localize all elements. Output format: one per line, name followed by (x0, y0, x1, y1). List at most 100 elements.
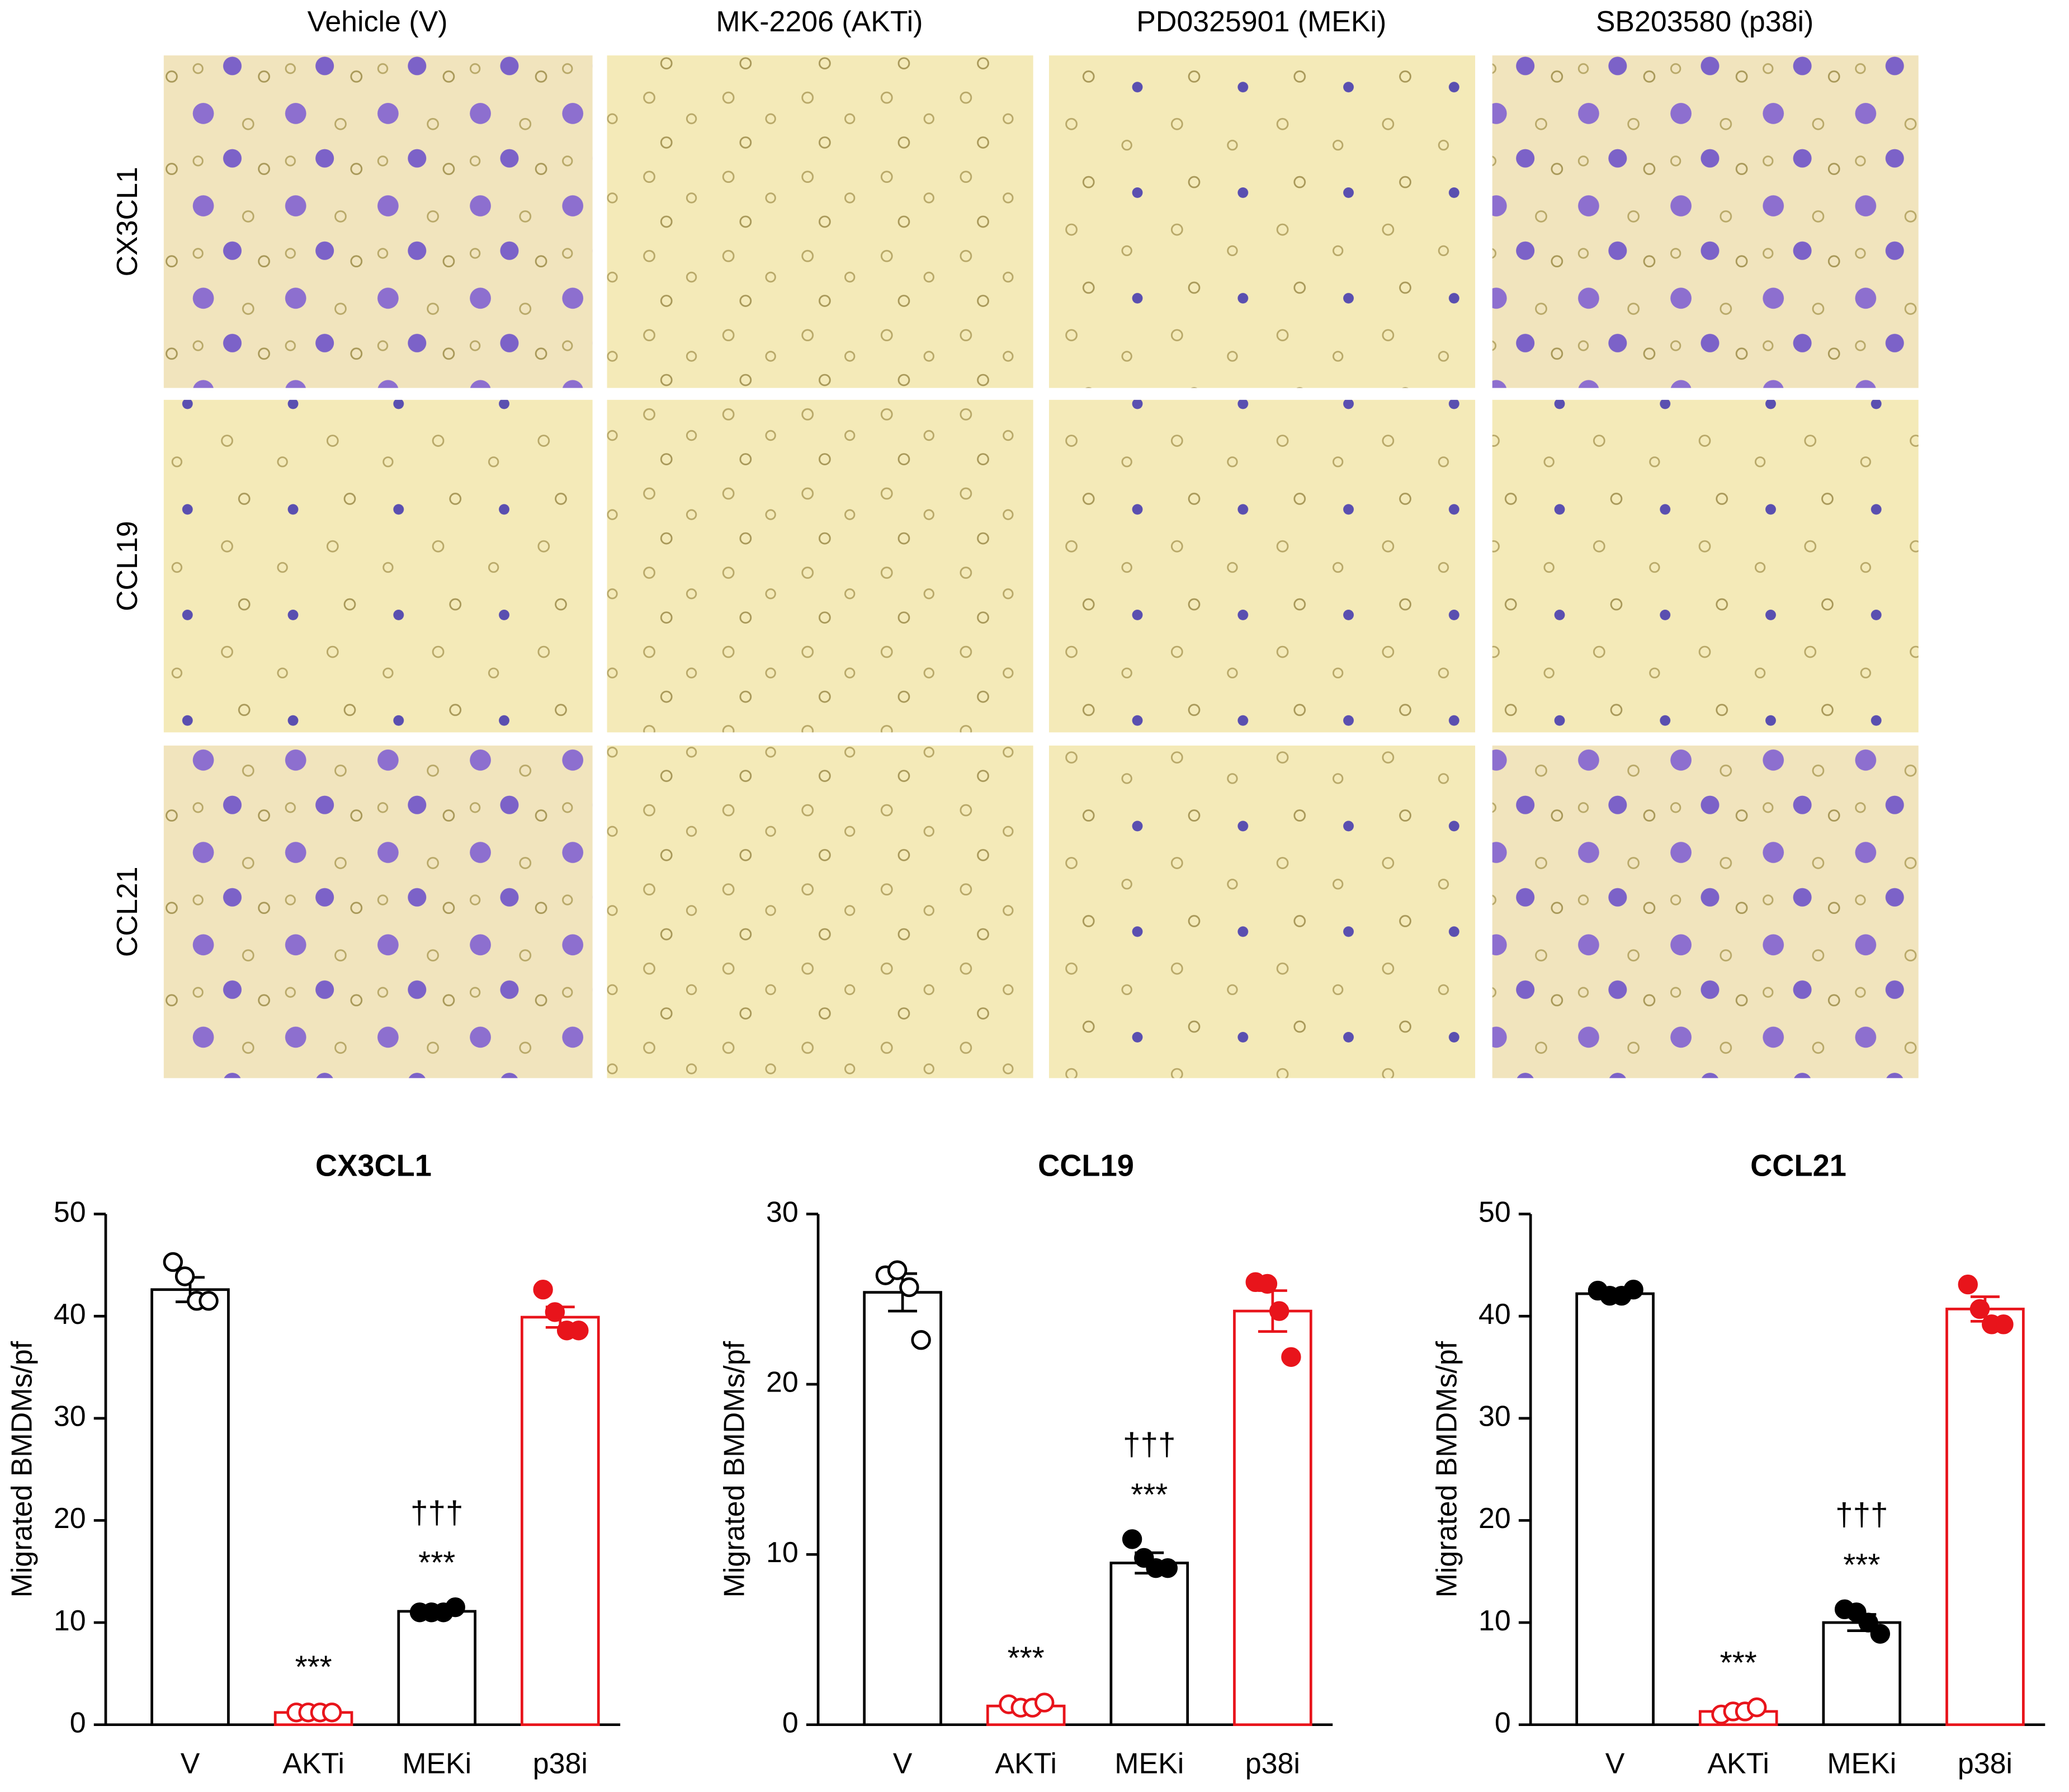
x-tick-label: MEKi (1114, 1747, 1184, 1780)
bar (1575, 1292, 1655, 1727)
micrograph (607, 399, 1033, 733)
micrograph (163, 746, 593, 1078)
data-point (533, 1280, 553, 1300)
data-point (911, 1330, 931, 1350)
data-point (1969, 1299, 1990, 1319)
data-point (1994, 1314, 2014, 1334)
chart-title: CCL19 (1038, 1149, 1134, 1182)
bar (1945, 1308, 2025, 1727)
data-point (1257, 1274, 1278, 1294)
significance-label: *** (1131, 1477, 1168, 1512)
significance-label: *** (295, 1649, 332, 1684)
column-label: SB203580 (p38i) (1596, 5, 1813, 37)
y-tick-label: 10 (1478, 1604, 1511, 1637)
significance-label: *** (418, 1545, 455, 1580)
y-axis-label: Migrated BMDMs/pf (1430, 1341, 1463, 1597)
bar (150, 1288, 230, 1727)
micrograph (1492, 746, 1919, 1078)
y-tick-label: 10 (54, 1604, 86, 1637)
significance-label: ††† (1123, 1427, 1175, 1462)
y-tick-label: 0 (1495, 1706, 1511, 1738)
y-tick-label: 30 (1478, 1400, 1511, 1432)
y-tick-label: 20 (766, 1366, 799, 1398)
significance-label: ††† (1835, 1497, 1888, 1532)
y-axis-label: Migrated BMDMs/pf (717, 1341, 750, 1597)
data-point (1623, 1280, 1643, 1300)
column-label: MK-2206 (AKTi) (716, 5, 923, 37)
data-point (174, 1266, 195, 1286)
x-tick-label: AKTi (1707, 1747, 1769, 1780)
row-label: CX3CL1 (111, 167, 143, 276)
y-tick-label: 40 (1478, 1298, 1511, 1330)
micrograph (163, 399, 593, 733)
data-point (1269, 1301, 1289, 1321)
bar (863, 1291, 942, 1727)
micrograph (1048, 746, 1476, 1078)
x-tick-label: AKTi (282, 1747, 344, 1780)
bar (1109, 1562, 1189, 1727)
column-label: Vehicle (V) (308, 5, 448, 37)
data-point (899, 1277, 919, 1298)
data-point (1958, 1274, 1978, 1295)
data-point (322, 1703, 342, 1723)
chart-title: CCL21 (1750, 1149, 1846, 1182)
significance-label: ††† (410, 1494, 463, 1530)
bar-chart: CCL21 Migrated BMDMs/pf 0 10 20 30 40 50 V AKTi **… (1430, 1149, 2046, 1780)
x-tick-label: V (181, 1747, 200, 1780)
micrograph (1048, 399, 1476, 733)
x-tick-label: p38i (533, 1747, 588, 1780)
x-tick-label: MEKi (1827, 1747, 1896, 1780)
y-tick-label: 20 (54, 1502, 86, 1534)
micrograph (607, 55, 1033, 388)
data-point (569, 1321, 589, 1341)
data-point (163, 1252, 183, 1272)
y-tick-label: 30 (54, 1400, 86, 1432)
x-tick-label: MEKi (402, 1747, 471, 1780)
y-tick-label: 50 (54, 1195, 86, 1228)
data-point (445, 1597, 465, 1617)
micrographs: Vehicle (V) MK-2206 (AKTi) PD0325901 (ME… (111, 5, 1919, 1078)
significance-label: *** (1843, 1547, 1880, 1582)
bar (397, 1610, 476, 1727)
y-tick-label: 0 (70, 1706, 86, 1738)
row-label: CCL19 (111, 521, 143, 611)
y-tick-label: 50 (1478, 1195, 1511, 1228)
y-tick-label: 20 (1478, 1502, 1511, 1534)
data-point (1870, 1624, 1891, 1644)
row-label: CCL21 (111, 867, 143, 958)
column-label: PD0325901 (MEKi) (1136, 5, 1386, 37)
significance-label: *** (1720, 1645, 1757, 1680)
micrograph (1492, 399, 1919, 733)
chart-title: CX3CL1 (315, 1149, 432, 1182)
bar-chart: CCL19 Migrated BMDMs/pf 0 10 20 30 V AKTi *** MEK… (717, 1149, 1333, 1780)
bar (1233, 1309, 1312, 1727)
data-point (1122, 1529, 1142, 1549)
significance-label: *** (1008, 1640, 1045, 1676)
y-tick-label: 30 (766, 1195, 799, 1228)
x-tick-label: p38i (1958, 1747, 2013, 1780)
x-tick-label: AKTi (995, 1747, 1057, 1780)
data-point (1034, 1692, 1055, 1713)
data-point (887, 1260, 908, 1280)
y-tick-label: 10 (766, 1536, 799, 1568)
micrograph (163, 55, 593, 388)
data-point (1747, 1697, 1767, 1718)
x-tick-label: p38i (1245, 1747, 1300, 1780)
bar (521, 1315, 600, 1727)
y-axis-label: Migrated BMDMs/pf (5, 1341, 37, 1597)
x-tick-label: V (893, 1747, 913, 1780)
data-point (545, 1302, 565, 1322)
data-point (1858, 1612, 1878, 1633)
micrograph (1048, 55, 1476, 388)
micrograph (607, 746, 1033, 1078)
data-point (1158, 1558, 1178, 1578)
bar-chart: CX3CL1 Migrated BMDMs/pf 0 10 20 30 40 50 V AKTi *… (5, 1149, 621, 1780)
data-point (1281, 1347, 1301, 1367)
y-tick-label: 0 (782, 1706, 799, 1738)
y-tick-label: 40 (54, 1298, 86, 1330)
x-tick-label: V (1605, 1747, 1625, 1780)
micrograph (1492, 55, 1919, 388)
data-point (199, 1291, 219, 1311)
